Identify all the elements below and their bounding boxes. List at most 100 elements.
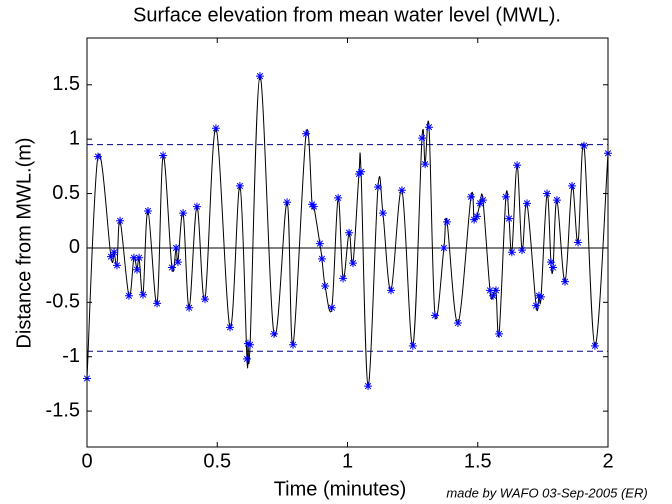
turning-point — [309, 202, 318, 211]
turning-point — [283, 198, 292, 207]
turning-point — [135, 253, 144, 262]
turning-point — [327, 303, 336, 312]
x-tick-label: 2 — [602, 450, 613, 472]
turning-point — [439, 243, 448, 252]
turning-point — [321, 282, 330, 291]
y-tick-label: -1.5 — [46, 399, 80, 421]
turning-point — [418, 134, 427, 143]
y-tick-label: -0.5 — [46, 291, 80, 313]
turning-point — [317, 254, 326, 263]
turning-point — [246, 340, 255, 349]
turning-point — [243, 339, 252, 348]
turning-point — [106, 252, 115, 261]
turning-point — [534, 291, 543, 300]
x-tick-label: 1.5 — [464, 450, 492, 472]
x-tick-label: 1 — [342, 450, 353, 472]
turning-point — [495, 329, 504, 338]
turning-point — [472, 212, 481, 221]
y-tick-label: -1 — [62, 345, 80, 367]
turning-point — [192, 202, 201, 211]
x-tick-label: 0.5 — [203, 450, 231, 472]
y-tick-label: 0 — [69, 236, 80, 258]
turning-point — [378, 209, 387, 218]
turning-point — [110, 248, 119, 257]
turning-point — [443, 217, 452, 226]
turning-point — [489, 291, 498, 300]
turning-point — [345, 228, 354, 237]
turning-point — [387, 286, 396, 295]
turning-point — [507, 248, 516, 257]
x-tick-label: 0 — [81, 450, 92, 472]
y-axis-label: Distance from MWL.(m) — [13, 137, 35, 348]
turning-point — [302, 129, 311, 138]
turning-point — [270, 329, 279, 338]
credit: made by WAFO 03-Sep-2005 (ER) — [446, 485, 647, 500]
turning-point — [129, 253, 138, 262]
y-tick-label: 0.5 — [52, 182, 80, 204]
turning-point — [501, 192, 510, 201]
turning-point — [478, 196, 487, 205]
turning-point — [532, 301, 541, 310]
turning-point — [453, 318, 462, 327]
y-tick-label: 1 — [69, 127, 80, 149]
turning-point — [590, 341, 599, 350]
turning-point — [116, 216, 125, 225]
turning-point — [235, 181, 244, 190]
turning-point — [513, 161, 522, 170]
y-tick-label: 1.5 — [52, 73, 80, 95]
turning-point — [518, 246, 527, 255]
turning-point — [211, 124, 220, 133]
turning-point — [153, 299, 162, 308]
turning-point — [537, 292, 546, 301]
turning-point — [242, 354, 251, 363]
x-axis-label: Time (minutes) — [274, 478, 407, 500]
turning-point — [348, 259, 357, 268]
turning-point — [93, 152, 102, 161]
turning-point — [139, 290, 148, 299]
turning-point — [364, 382, 373, 391]
turning-point — [466, 192, 475, 201]
turning-point — [397, 186, 406, 195]
turning-point — [552, 196, 561, 205]
turning-point — [543, 189, 552, 198]
turning-point — [201, 295, 210, 304]
turning-point — [408, 341, 417, 350]
turning-point — [339, 274, 348, 283]
turning-point — [431, 311, 440, 320]
turning-point — [255, 72, 264, 81]
turning-point — [522, 199, 531, 208]
turning-point — [476, 199, 485, 208]
turning-point — [580, 141, 589, 150]
turning-point — [159, 151, 168, 160]
turning-point — [549, 263, 558, 272]
turning-point — [485, 286, 494, 295]
turning-point — [373, 183, 382, 192]
turning-point — [546, 258, 555, 267]
turning-point — [505, 214, 514, 223]
plot-frame — [86, 37, 609, 448]
turning-point — [173, 258, 182, 267]
turning-point — [167, 263, 176, 272]
turning-point — [133, 265, 142, 274]
turning-point — [425, 123, 434, 132]
turning-point — [491, 286, 500, 295]
turning-point — [289, 340, 298, 349]
turning-point — [568, 181, 577, 190]
chart-title: Surface elevation from mean water level … — [133, 4, 561, 26]
turning-point — [185, 303, 194, 312]
turning-point — [357, 167, 366, 176]
turning-point — [143, 206, 152, 215]
turning-point — [112, 261, 121, 270]
turning-point — [179, 209, 188, 218]
turning-point — [226, 323, 235, 332]
turning-point — [334, 193, 343, 202]
turning-point — [124, 291, 133, 300]
turning-point — [421, 160, 430, 169]
turning-point — [315, 239, 324, 248]
turning-point — [470, 215, 479, 224]
turning-point — [574, 238, 583, 247]
turning-point — [172, 243, 181, 252]
turning-point — [561, 277, 570, 286]
